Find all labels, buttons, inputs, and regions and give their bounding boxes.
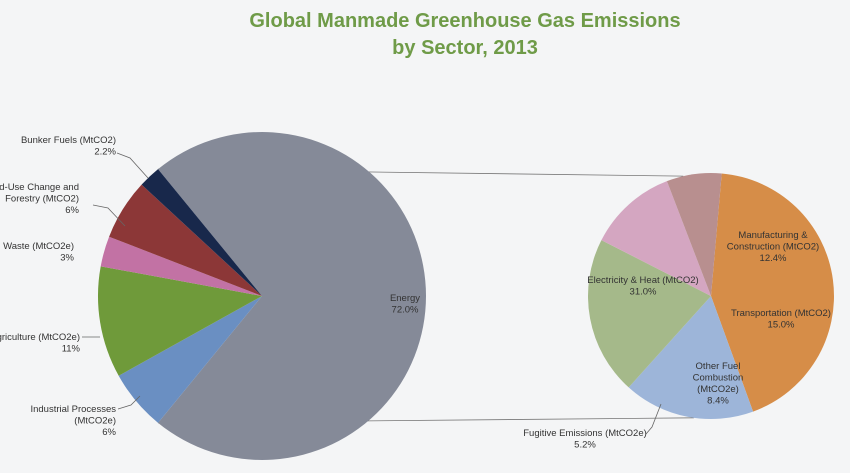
label-fugitive: Fugitive Emissions (MtCO2e) 5.2% (523, 428, 647, 451)
label-manufacturing: Manufacturing & Construction (MtCO2) 12.4% (727, 230, 819, 264)
leader-line-bunker (116, 152, 149, 179)
label-industrial-line: Industrial Processes (30, 404, 116, 415)
pie-slice-bunker (141, 169, 262, 296)
label-industrial-line: (MtCO2e) (74, 416, 116, 427)
label-agriculture-line: Agriculture (MtCO2e) (0, 332, 80, 343)
label-waste-line: Waste (MtCO2e) (3, 241, 74, 252)
chart-title-line2: by Sector, 2013 (392, 37, 538, 59)
detail-slice-manufacturing (628, 296, 754, 419)
chart-title: Global Manmade Greenhouse Gas Emissions … (0, 8, 850, 62)
detail-slice-fugitive (666, 173, 722, 296)
leader-line-fugitive (645, 403, 662, 435)
main-pie (97, 132, 427, 460)
chart-title-line1: Global Manmade Greenhouse Gas Emissions (249, 10, 681, 32)
label-transportation-line: Transportation (MtCO2) (731, 308, 831, 319)
label-fugitive-line: Fugitive Emissions (MtCO2e) (523, 428, 647, 439)
label-industrial: Industrial Processes (MtCO2e) 6% (30, 404, 116, 438)
label-energy: Energy 72.0% (390, 293, 420, 316)
label-transportation: Transportation (MtCO2) 15.0% (731, 308, 831, 331)
label-agriculture-value: 11% (62, 344, 81, 355)
label-bunker-value: 2.2% (94, 147, 116, 158)
label-bunker: Bunker Fuels (MtCO2) 2.2% (21, 135, 117, 158)
label-land-use-value: 6% (65, 205, 79, 216)
label-other-fuel: Other Fuel Combustion (MtCO2e) 8.4% (693, 361, 744, 407)
detail-slice-other-fuel (601, 181, 711, 296)
label-agriculture: Agriculture (MtCO2e)11% (0, 332, 81, 355)
label-other-fuel-line: (MtCO2e) (697, 384, 739, 395)
pie-slice-energy (158, 132, 427, 460)
label-land-use-line: Land-Use Change and (0, 182, 79, 193)
label-other-fuel-value: 8.4% (707, 396, 729, 407)
label-other-fuel-line: Combustion (693, 373, 744, 384)
label-land-use-line: Forestry (MtCO2) (5, 194, 79, 205)
label-manufacturing-value: 12.4% (760, 253, 787, 264)
label-fugitive-value: 5.2% (574, 440, 596, 451)
label-energy-line: Energy (390, 293, 420, 304)
label-energy-value: 72.0% (392, 305, 419, 316)
leader-lines (82, 152, 662, 435)
label-transportation-value: 15.0% (768, 320, 795, 331)
label-waste-value: 3% (60, 253, 74, 264)
pie-slice-waste (100, 236, 262, 296)
slice-labels: Energy 72.0%Industrial Processes (MtCO2e) 6… (0, 135, 831, 451)
pie-slice-land-use (109, 184, 262, 296)
leader-line-industrial (117, 395, 141, 410)
label-waste: Waste (MtCO2e) 3% (3, 241, 74, 264)
label-bunker-line: Bunker Fuels (MtCO2) (21, 135, 116, 146)
detail-slice-transportation (588, 240, 711, 388)
label-electricity-value: 31.0% (630, 287, 657, 298)
label-manufacturing-line: Manufacturing & (738, 230, 808, 241)
detail-pie (588, 173, 834, 419)
label-electricity: Electricity & Heat (MtCO2) 31.0% (587, 275, 698, 298)
label-industrial-value: 6% (102, 427, 116, 438)
pie-slice-industrial (118, 296, 262, 423)
pie-slice-agriculture (97, 266, 262, 376)
label-electricity-line: Electricity & Heat (MtCO2) (587, 275, 698, 286)
leader-line-land-use (92, 204, 126, 227)
label-other-fuel-line: Other Fuel (696, 361, 741, 372)
label-manufacturing-line: Construction (MtCO2) (727, 242, 819, 253)
detail-slice-electricity (711, 173, 834, 412)
